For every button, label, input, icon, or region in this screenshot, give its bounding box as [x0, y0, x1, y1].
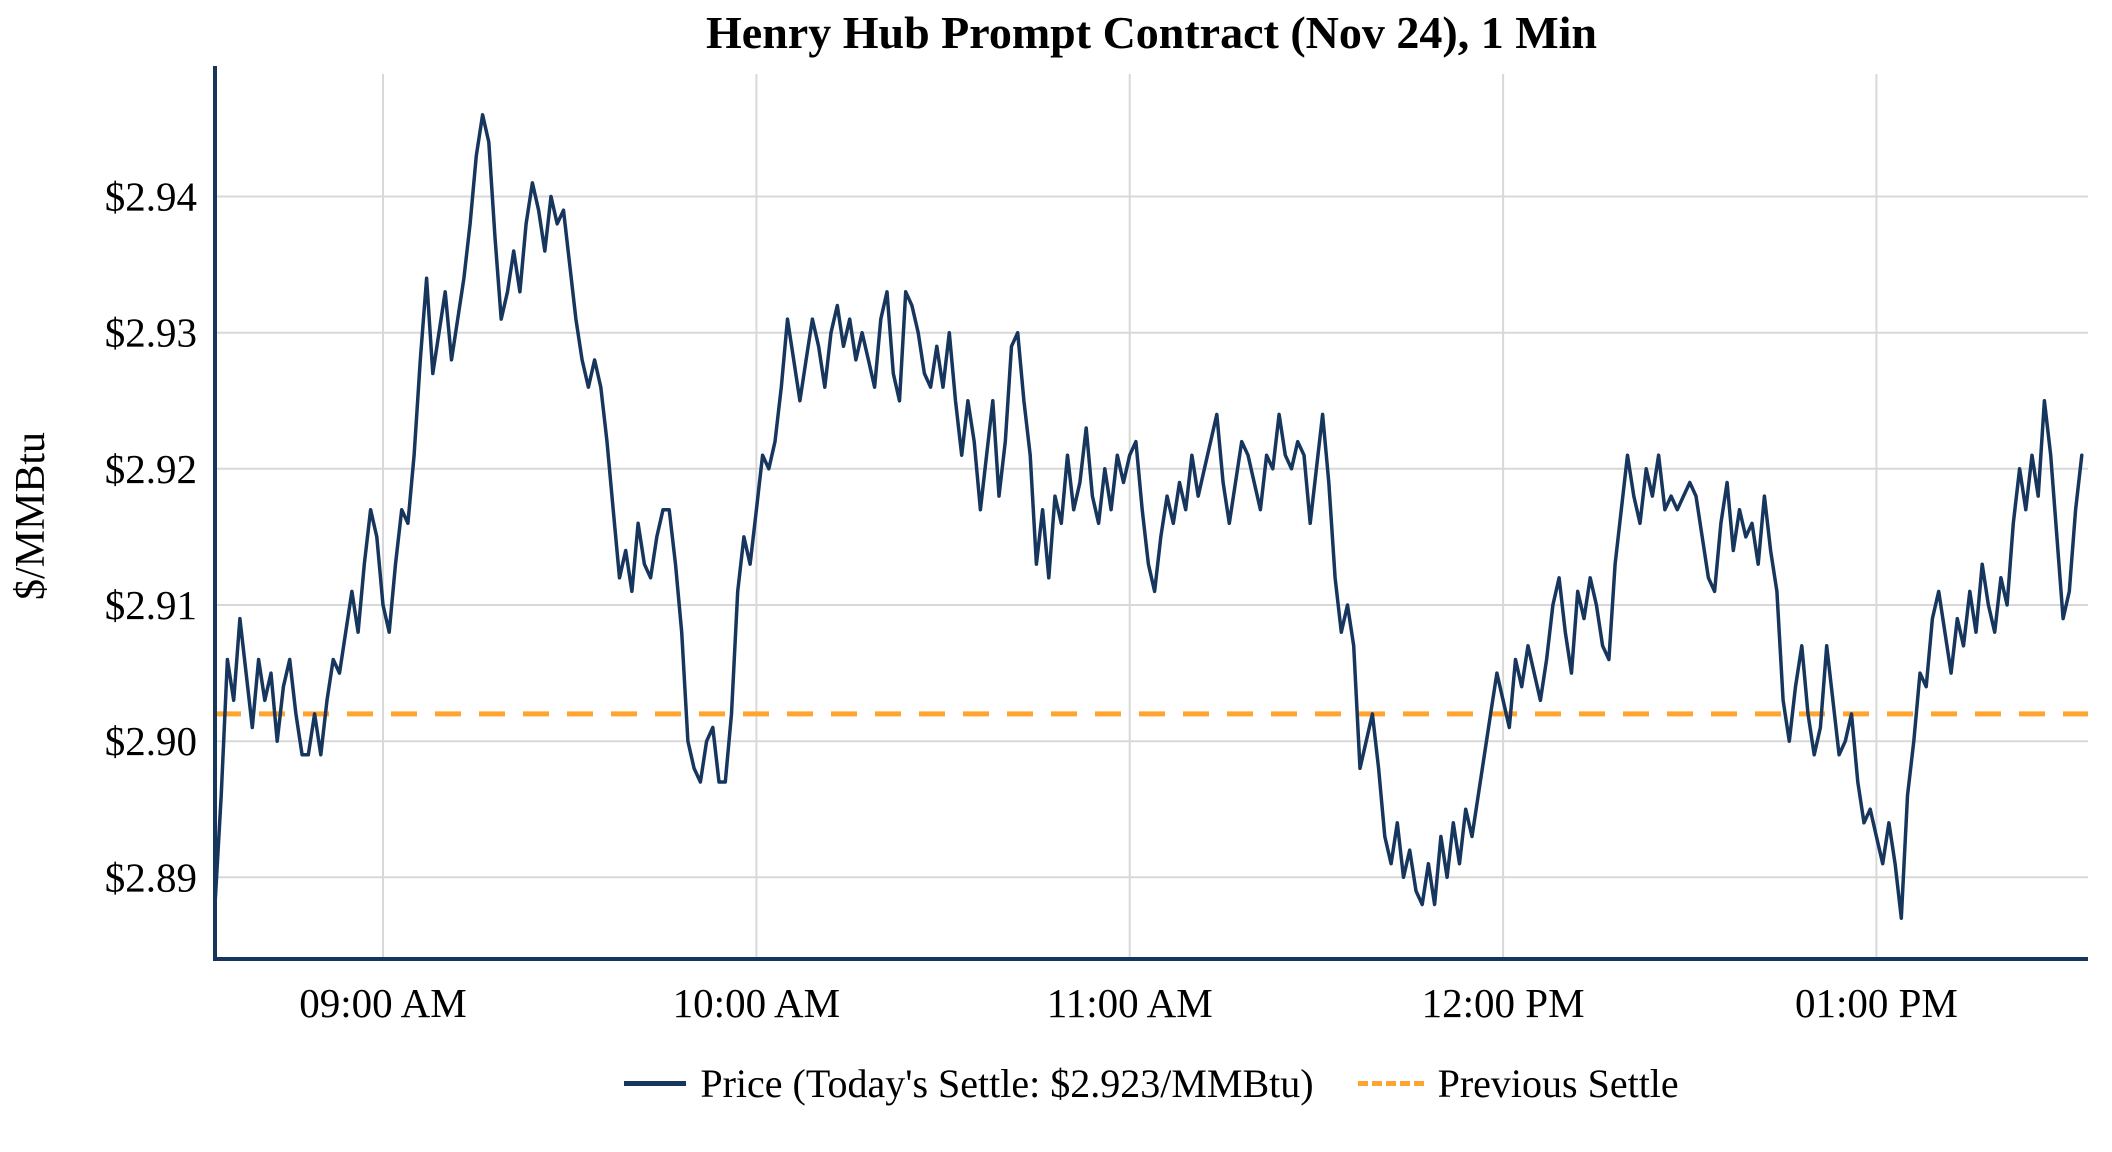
y-tick-label: $2.94	[105, 174, 197, 220]
y-axis-label: $/MMBtu	[8, 432, 54, 600]
y-tick-label: $2.93	[105, 310, 197, 356]
price-line	[213, 113, 2084, 920]
plot-layer: $2.89 $2.90 $2.91 $2.92 $2.93 $2.94 09:00 AM 10…	[105, 66, 2088, 1026]
legend-label-previous-settle: Previous Settle	[1437, 1061, 1679, 1106]
y-tick-label: $2.90	[105, 718, 197, 764]
legend-label-price: Price (Today's Settle: $2.923/MMBtu)	[700, 1061, 1314, 1106]
dashed-line-swatch	[1357, 1081, 1424, 1086]
y-tick-label: $2.92	[105, 446, 197, 492]
y-tick-label: $2.91	[105, 582, 197, 628]
solid-line-swatch	[624, 1081, 687, 1086]
price-chart: $/MMBtu $2.89 $2.90 $2.91 $2.92 $2.93 $2.94 09…	[8, 66, 2088, 1026]
x-tick-label: 01:00 PM	[1795, 980, 1958, 1026]
legend-item-price: Price (Today's Settle: $2.923/MMBtu)	[624, 1060, 1314, 1107]
x-tick-label: 11:00 AM	[1047, 980, 1213, 1026]
x-tick-label: 10:00 AM	[673, 980, 840, 1026]
legend: Price (Today's Settle: $2.923/MMBtu) Pre…	[215, 1060, 2088, 1107]
chart-title: Henry Hub Prompt Contract (Nov 24), 1 Mi…	[706, 7, 1597, 58]
legend-item-previous-settle: Previous Settle	[1357, 1060, 1679, 1107]
x-tick-label: 09:00 AM	[299, 980, 466, 1026]
y-tick-label: $2.89	[105, 854, 197, 900]
x-tick-label: 12:00 PM	[1422, 980, 1585, 1026]
